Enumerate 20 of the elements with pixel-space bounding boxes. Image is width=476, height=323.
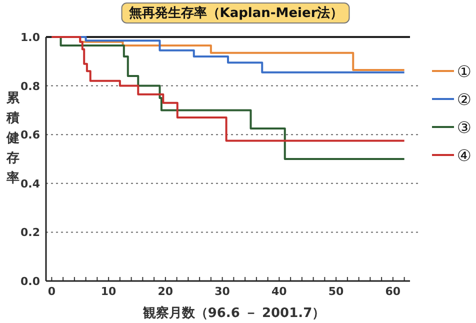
legend-label: ①: [457, 62, 472, 81]
y-axis-title: 累積健存率: [6, 91, 20, 186]
legend-label: ③: [457, 118, 472, 137]
x-tick-label: 30: [214, 285, 230, 298]
y-tick-label: 1.0: [20, 31, 40, 44]
y-tick-label: 0.6: [20, 128, 40, 142]
x-tick-label: 0: [48, 285, 56, 298]
x-tick-label: 20: [158, 285, 174, 298]
x-tick-label: 60: [385, 285, 401, 298]
y-tick-label: 0.2: [20, 226, 40, 240]
x-tick-label: 10: [100, 285, 117, 298]
legend-label: ④: [457, 146, 472, 165]
x-tick-label: 40: [272, 285, 288, 298]
y-tick-label: 0.0: [20, 275, 40, 288]
chart-title: 無再発生存率（Kaplan-Meier法）: [128, 5, 344, 21]
y-tick-label: 0.8: [20, 80, 40, 93]
x-axis-title: 観察月数（96.6 － 2001.7）: [142, 305, 326, 321]
legend-label: ②: [457, 90, 472, 109]
y-tick-label: 0.4: [20, 177, 40, 190]
x-tick-label: 50: [328, 285, 344, 298]
